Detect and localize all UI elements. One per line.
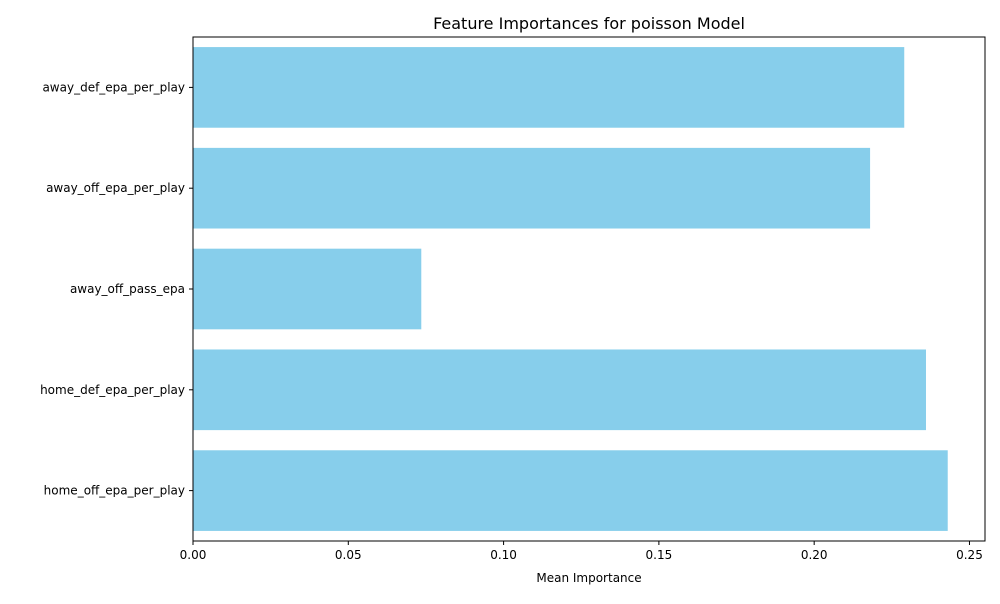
bar-home-def-epa-per-play bbox=[193, 349, 926, 431]
x-tick-label: 0.10 bbox=[490, 548, 517, 562]
bars-layer bbox=[193, 47, 948, 531]
x-tick-label: 0.20 bbox=[801, 548, 828, 562]
x-tick-label: 0.05 bbox=[335, 548, 362, 562]
y-tick-label: home_off_epa_per_play bbox=[44, 484, 185, 498]
chart-title: Feature Importances for poisson Model bbox=[433, 14, 745, 33]
bar-away-off-epa-per-play bbox=[193, 147, 871, 229]
bar-away-off-pass-epa bbox=[193, 248, 422, 330]
y-tick-label: away_off_epa_per_play bbox=[46, 181, 185, 195]
y-tick-label: away_off_pass_epa bbox=[70, 282, 185, 296]
bar-home-off-epa-per-play bbox=[193, 450, 948, 531]
plot-frame bbox=[192, 36, 986, 542]
y-axis: away_def_epa_per_play away_off_epa_per_pl… bbox=[40, 80, 193, 498]
y-tick-label: away_def_epa_per_play bbox=[42, 80, 185, 94]
x-tick-label: 0.25 bbox=[956, 548, 983, 562]
x-axis-label: Mean Importance bbox=[536, 571, 641, 585]
x-tick-label: 0.15 bbox=[646, 548, 673, 562]
y-tick-label: home_def_epa_per_play bbox=[40, 383, 185, 397]
x-axis: 0.00 0.05 0.10 0.15 0.20 0.25 bbox=[180, 541, 983, 562]
x-tick-label: 0.00 bbox=[180, 548, 207, 562]
bar-away-def-epa-per-play bbox=[193, 47, 905, 128]
